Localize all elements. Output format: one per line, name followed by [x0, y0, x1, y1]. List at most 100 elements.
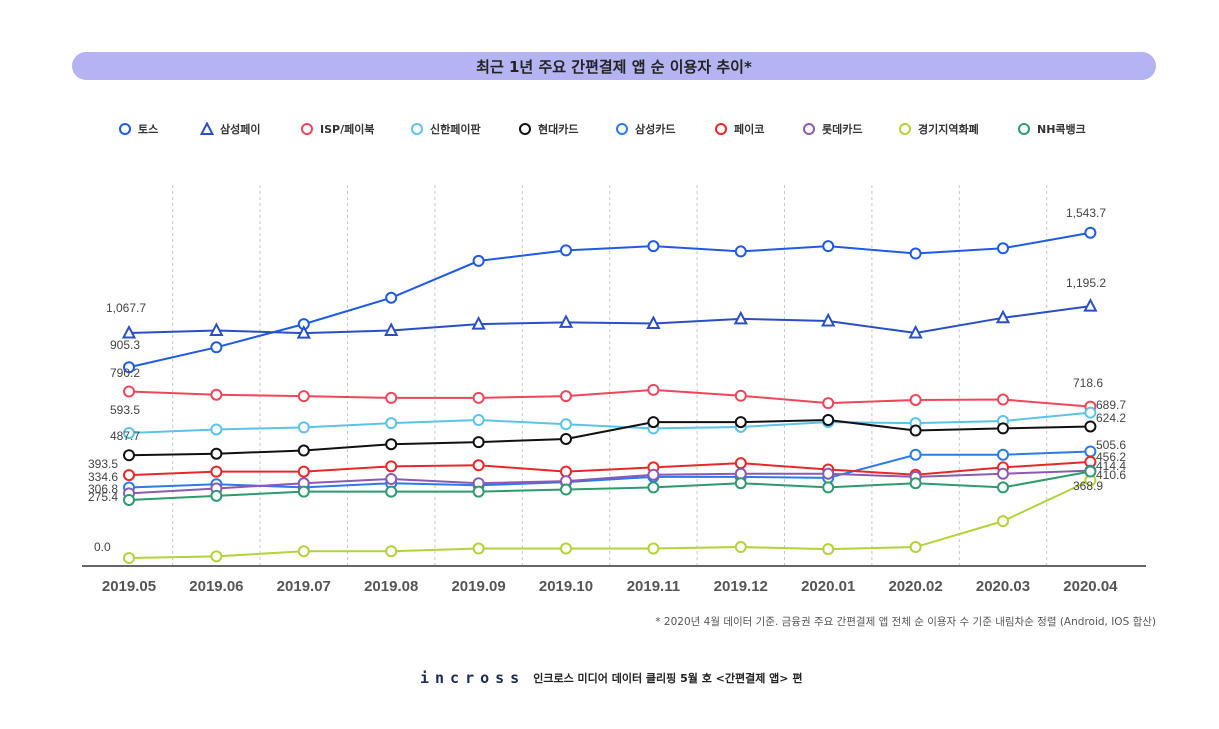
- data-point: [297, 444, 310, 457]
- circle-marker-icon: [519, 123, 531, 135]
- legend-label: 삼성페이: [220, 123, 261, 136]
- data-point: [997, 422, 1009, 435]
- data-point: [822, 397, 835, 410]
- data-point: [734, 416, 747, 429]
- series-line: [128, 418, 1091, 457]
- x-tick-label: 2019.10: [539, 578, 593, 595]
- data-point: [296, 325, 311, 339]
- data-point: [1084, 465, 1097, 478]
- data-point: [472, 254, 485, 267]
- legend-item: 삼성카드: [615, 121, 675, 137]
- data-label: 414.4: [1096, 459, 1126, 473]
- data-point: [385, 438, 398, 451]
- series-line: [128, 388, 1091, 408]
- legend-label: ISP/페이북: [320, 123, 375, 136]
- legend-item: 페이코: [714, 121, 764, 137]
- legend-label: 롯데카드: [822, 123, 863, 136]
- data-point: [385, 472, 398, 485]
- data-label: 689.7: [1096, 398, 1126, 412]
- data-point: [384, 322, 399, 336]
- data-point: [560, 244, 572, 257]
- x-tick-label: 2019.09: [451, 578, 505, 595]
- data-point: [558, 314, 574, 328]
- chart-legend: 토스 삼성페이 ISP/페이북 신한페이판 현대카드 삼성카드 페이코 롯데카드 경기지역화폐 N…: [118, 121, 1118, 141]
- data-label: 334.6: [88, 470, 118, 484]
- data-point: [822, 467, 835, 480]
- data-point: [297, 545, 310, 558]
- circle-marker-icon: [411, 123, 423, 135]
- x-tick-label: 2019.05: [102, 578, 156, 595]
- data-point: [997, 515, 1009, 528]
- circle-marker-icon: [899, 123, 911, 135]
- data-point: [909, 477, 922, 490]
- data-point: [997, 448, 1009, 461]
- data-label: 624.2: [1096, 411, 1126, 425]
- data-point: [1084, 420, 1097, 433]
- triangle-marker-icon: [200, 122, 214, 135]
- legend-label: 신한페이판: [430, 123, 481, 136]
- title-bar: 최근 1년 주요 간편결제 앱 순 이용자 추이*: [72, 52, 1156, 80]
- series-9: [123, 465, 1097, 506]
- data-point: [297, 485, 310, 498]
- data-label: 306.8: [88, 482, 118, 496]
- legend-item: ISP/페이북: [300, 121, 374, 137]
- series-line: [128, 231, 1091, 369]
- data-point: [123, 426, 135, 439]
- data-point: [472, 436, 485, 449]
- data-point: [210, 388, 223, 401]
- data-point: [821, 312, 836, 327]
- data-point: [123, 552, 135, 564]
- data-point: [385, 485, 398, 498]
- brand-footer: incross 인크로스 미디어 데이터 클리핑 5월 호 <간편결제 앱> 편: [420, 669, 802, 687]
- circle-marker-icon: [1018, 123, 1030, 135]
- series-line: [128, 470, 1091, 501]
- series-line: [128, 469, 1091, 495]
- series-line: [128, 305, 1091, 335]
- data-label: 368.9: [1073, 479, 1103, 493]
- data-point: [123, 449, 135, 462]
- series-0: [123, 226, 1097, 374]
- data-point: [822, 481, 835, 494]
- legend-item: 경기지역화폐: [898, 121, 979, 137]
- data-label: 593.5: [110, 403, 140, 417]
- data-point: [210, 465, 223, 478]
- data-point: [560, 390, 572, 403]
- series-line: [128, 479, 1091, 559]
- data-point: [734, 477, 747, 490]
- legend-item: 롯데카드: [802, 121, 862, 137]
- legend-item: 삼성페이: [200, 121, 260, 137]
- data-point: [822, 240, 835, 253]
- data-point: [647, 481, 660, 494]
- data-point: [472, 542, 485, 555]
- data-label: 275.4: [88, 490, 118, 504]
- brand-caption: 인크로스 미디어 데이터 클리핑 5월 호 <간편결제 앱> 편: [533, 672, 803, 685]
- data-label: 393.5: [88, 457, 118, 471]
- data-point: [210, 447, 223, 460]
- data-point: [472, 413, 485, 426]
- data-point: [123, 385, 135, 398]
- data-point: [909, 247, 922, 260]
- data-point: [1083, 298, 1098, 312]
- data-point: [121, 324, 137, 339]
- data-point: [123, 361, 135, 374]
- data-point: [734, 541, 747, 554]
- data-point: [209, 322, 224, 336]
- x-tick-label: 2020.01: [801, 578, 855, 595]
- data-point: [1084, 406, 1097, 419]
- legend-item: 토스: [118, 121, 158, 137]
- data-label: 790.2: [110, 366, 140, 380]
- data-point: [822, 543, 835, 556]
- x-tick-label: 2019.12: [714, 578, 768, 595]
- legend-label: 경기지역화폐: [918, 123, 979, 136]
- x-tick-label: 2020.02: [888, 578, 942, 595]
- data-label: 1,067.7: [106, 301, 146, 315]
- series-1: [121, 298, 1098, 339]
- data-point: [472, 485, 485, 498]
- series-line: [128, 450, 1091, 489]
- data-point: [210, 489, 223, 502]
- chart-title: 최근 1년 주요 간편결제 앱 순 이용자 추이*: [476, 57, 752, 76]
- data-point: [997, 242, 1009, 255]
- data-point: [997, 393, 1009, 406]
- data-label: 718.6: [1073, 376, 1103, 390]
- data-label: 456.2: [1096, 450, 1126, 464]
